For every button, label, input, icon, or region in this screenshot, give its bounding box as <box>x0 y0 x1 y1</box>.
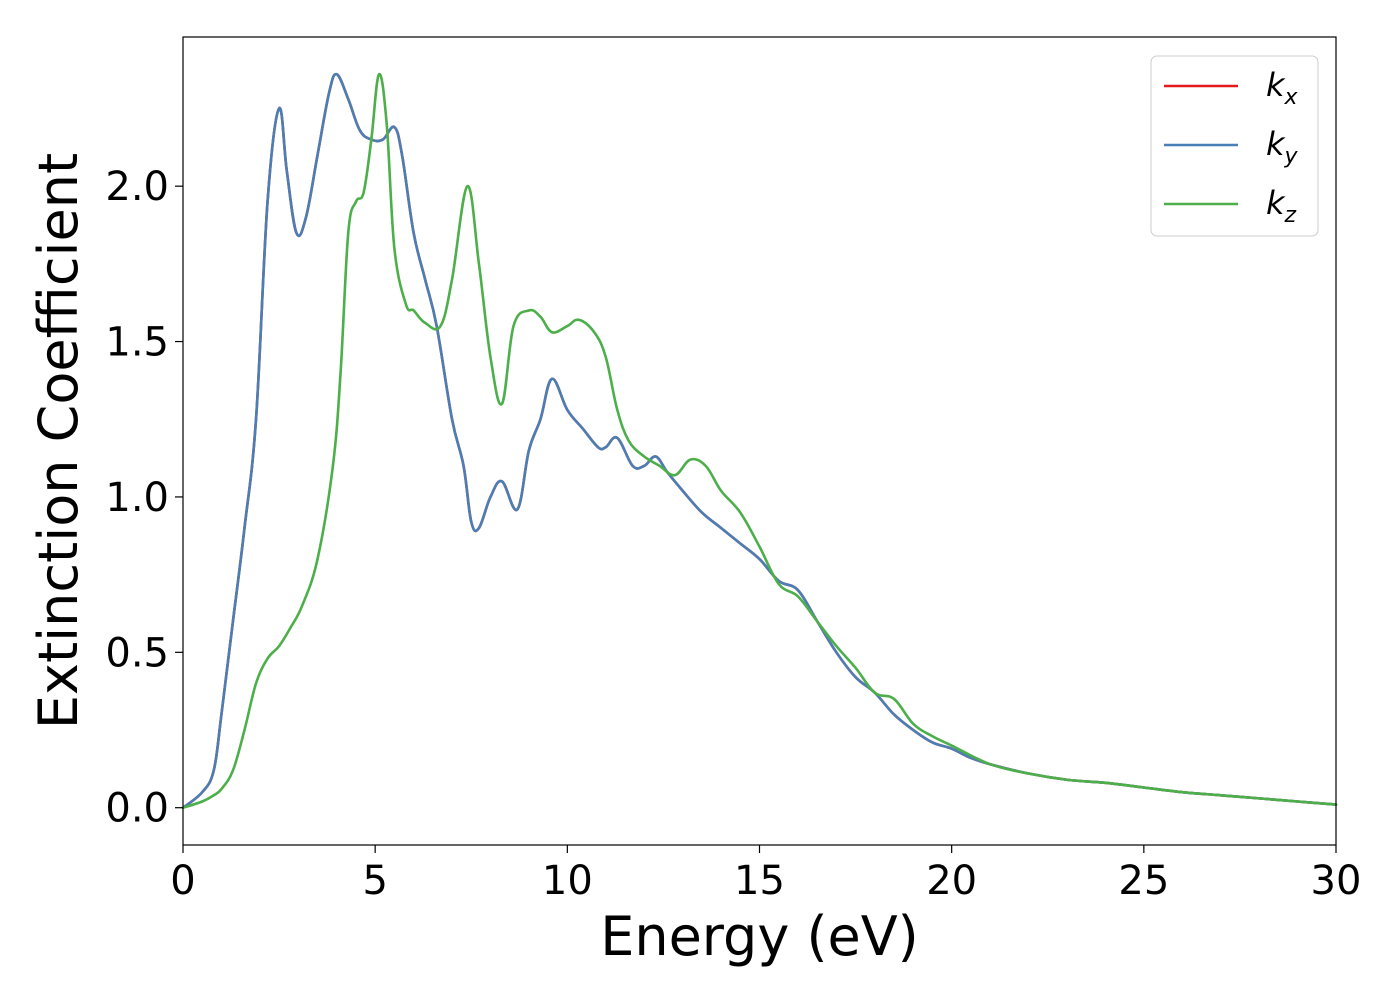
x-tick-label: 30 <box>1311 858 1362 904</box>
series-line-ky <box>181 72 1338 810</box>
x-tick-label: 15 <box>734 858 785 904</box>
legend-label-kz: kz <box>1266 184 1297 228</box>
legend-label-ky: ky <box>1266 125 1299 169</box>
x-tick-label: 20 <box>926 858 977 904</box>
y-tick-label: 0.5 <box>105 630 169 676</box>
legend-label-kx: kx <box>1266 66 1299 110</box>
series-lines <box>181 72 1338 810</box>
x-tick-label: 10 <box>542 858 593 904</box>
series-line-kz <box>181 72 1338 810</box>
legend: kx ky kz <box>1150 55 1319 237</box>
x-tick-label: 25 <box>1118 858 1169 904</box>
x-tick-label: 5 <box>362 858 387 904</box>
y-tick-label: 1.5 <box>105 320 169 366</box>
y-tick-label: 0.0 <box>105 786 169 832</box>
x-axis-ticks: 0 5 10 15 20 25 30 <box>170 845 1361 904</box>
y-axis-ticks: 0.0 0.5 1.0 1.5 2.0 <box>105 164 183 832</box>
x-tick-label: 0 <box>170 858 195 904</box>
y-tick-label: 1.0 <box>105 475 169 521</box>
y-tick-label: 2.0 <box>105 164 169 210</box>
x-axis-label: Energy (eV) <box>600 905 919 968</box>
y-axis-label: Extinction Coefficient <box>27 153 90 729</box>
